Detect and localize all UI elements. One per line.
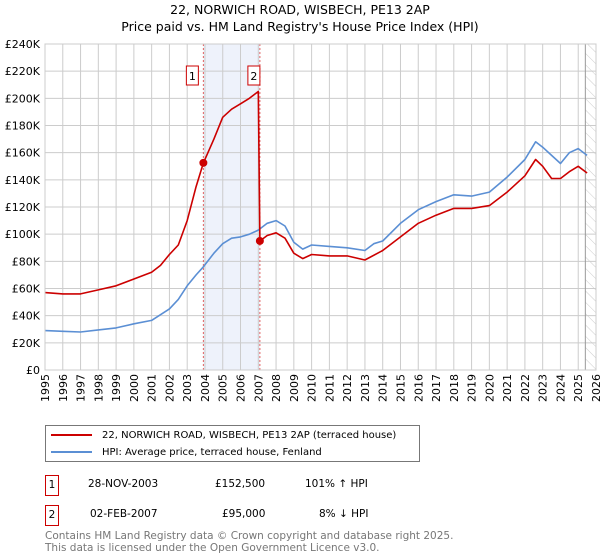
x-tick-label: 2001 bbox=[146, 374, 159, 402]
x-tick-label: 1998 bbox=[92, 374, 105, 402]
x-tick-label: 2002 bbox=[163, 374, 176, 402]
x-tick-label: 2011 bbox=[323, 374, 336, 402]
x-tick-label: 2023 bbox=[537, 374, 550, 402]
x-tick-label: 2019 bbox=[466, 374, 479, 402]
y-tick-label: £180K bbox=[5, 120, 41, 133]
transaction-price: £95,000 bbox=[222, 508, 266, 520]
legend-item-hpi: HPI: Average price, terraced house, Fenl… bbox=[46, 444, 322, 460]
legend-label: 22, NORWICH ROAD, WISBECH, PE13 2AP (ter… bbox=[102, 429, 397, 441]
x-tick-label: 1996 bbox=[57, 374, 70, 402]
y-tick-label: £120K bbox=[5, 201, 41, 214]
x-tick-label: 2021 bbox=[501, 374, 514, 402]
forecast-hatch bbox=[585, 44, 596, 370]
x-tick-label: 2016 bbox=[412, 374, 425, 402]
transaction-date: 02-FEB-2007 bbox=[90, 508, 158, 520]
transaction-badge: 1 bbox=[45, 475, 59, 496]
x-tick-label: 2024 bbox=[554, 374, 567, 402]
chart-subtitle: Price paid vs. HM Land Registry's House … bbox=[121, 19, 479, 34]
y-tick-label: £200K bbox=[5, 92, 41, 105]
y-tick-label: £140K bbox=[5, 174, 41, 187]
sale-label: 2 bbox=[250, 70, 257, 83]
sale-label-box bbox=[185, 65, 199, 86]
transaction-row: 2 02-FEB-2007 £95,000 8% ↓ HPI bbox=[45, 505, 445, 526]
y-tick-label: £60K bbox=[12, 283, 41, 296]
y-tick-label: £220K bbox=[5, 65, 41, 78]
legend: 22, NORWICH ROAD, WISBECH, PE13 2AP (ter… bbox=[45, 425, 420, 462]
price-chart: 1995 1996 1997 1998 1999 2000 2001 2002 2003 2004… bbox=[5, 38, 600, 402]
transaction-date: 28-NOV-2003 bbox=[88, 478, 159, 490]
transaction-badge: 2 bbox=[45, 505, 59, 526]
y-tick-label: £160K bbox=[5, 147, 41, 160]
property-price-line bbox=[44, 90, 588, 295]
footer-licence: This data is licensed under the Open Gov… bbox=[45, 542, 380, 554]
y-tick-label: £20K bbox=[12, 337, 41, 350]
y-tick-label: £0 bbox=[26, 364, 40, 377]
y-tick-label: £80K bbox=[12, 255, 41, 268]
chart-title: 22, NORWICH ROAD, WISBECH, PE13 2AP bbox=[170, 2, 430, 17]
sale-label-box bbox=[247, 65, 261, 86]
x-tick-label: 2009 bbox=[288, 374, 301, 402]
x-tick-label: 2005 bbox=[217, 374, 230, 402]
x-tick-label: 2013 bbox=[359, 374, 372, 402]
sale-point bbox=[199, 158, 208, 167]
x-tick-label: 2006 bbox=[235, 374, 248, 402]
x-tick-label: 2014 bbox=[377, 374, 390, 402]
hpi-line bbox=[44, 141, 588, 333]
footer-copyright: Contains HM Land Registry data © Crown c… bbox=[45, 530, 454, 542]
legend-swatch-blue bbox=[51, 451, 92, 453]
x-tick-label: 2003 bbox=[181, 374, 194, 402]
x-tick-label: 2020 bbox=[483, 374, 496, 402]
x-tick-label: 2000 bbox=[128, 374, 141, 402]
x-tick-label: 2015 bbox=[394, 374, 407, 402]
x-tick-label: 2026 bbox=[590, 374, 600, 402]
transaction-hpi: 8% ↓ HPI bbox=[319, 508, 369, 520]
plot-frame bbox=[44, 43, 597, 371]
x-tick-label: 2025 bbox=[572, 374, 585, 402]
y-tick-label: £40K bbox=[12, 310, 41, 323]
y-tick-label: £240K bbox=[5, 38, 41, 51]
sale-point bbox=[255, 236, 264, 245]
transaction-price: £152,500 bbox=[215, 478, 266, 490]
x-tick-label: 2008 bbox=[270, 374, 283, 402]
x-tick-label: 1995 bbox=[39, 374, 52, 402]
legend-label: HPI: Average price, terraced house, Fenl… bbox=[102, 446, 322, 458]
transaction-hpi: 101% ↑ HPI bbox=[305, 478, 368, 490]
transaction-row: 1 28-NOV-2003 £152,500 101% ↑ HPI bbox=[45, 475, 445, 496]
x-tick-label: 2022 bbox=[519, 374, 532, 402]
x-tick-label: 2010 bbox=[306, 374, 319, 402]
legend-swatch-red bbox=[51, 434, 92, 436]
x-tick-label: 2018 bbox=[448, 374, 461, 402]
sale-label: 1 bbox=[189, 70, 196, 83]
x-tick-label: 1999 bbox=[110, 374, 123, 402]
x-tick-label: 2004 bbox=[199, 374, 212, 402]
x-tick-label: 2017 bbox=[430, 374, 443, 402]
y-tick-label: £100K bbox=[5, 228, 41, 241]
x-tick-label: 2007 bbox=[252, 374, 265, 402]
x-tick-label: 1997 bbox=[75, 374, 88, 402]
x-tick-label: 2012 bbox=[341, 374, 354, 402]
legend-item-property: 22, NORWICH ROAD, WISBECH, PE13 2AP (ter… bbox=[46, 427, 396, 443]
